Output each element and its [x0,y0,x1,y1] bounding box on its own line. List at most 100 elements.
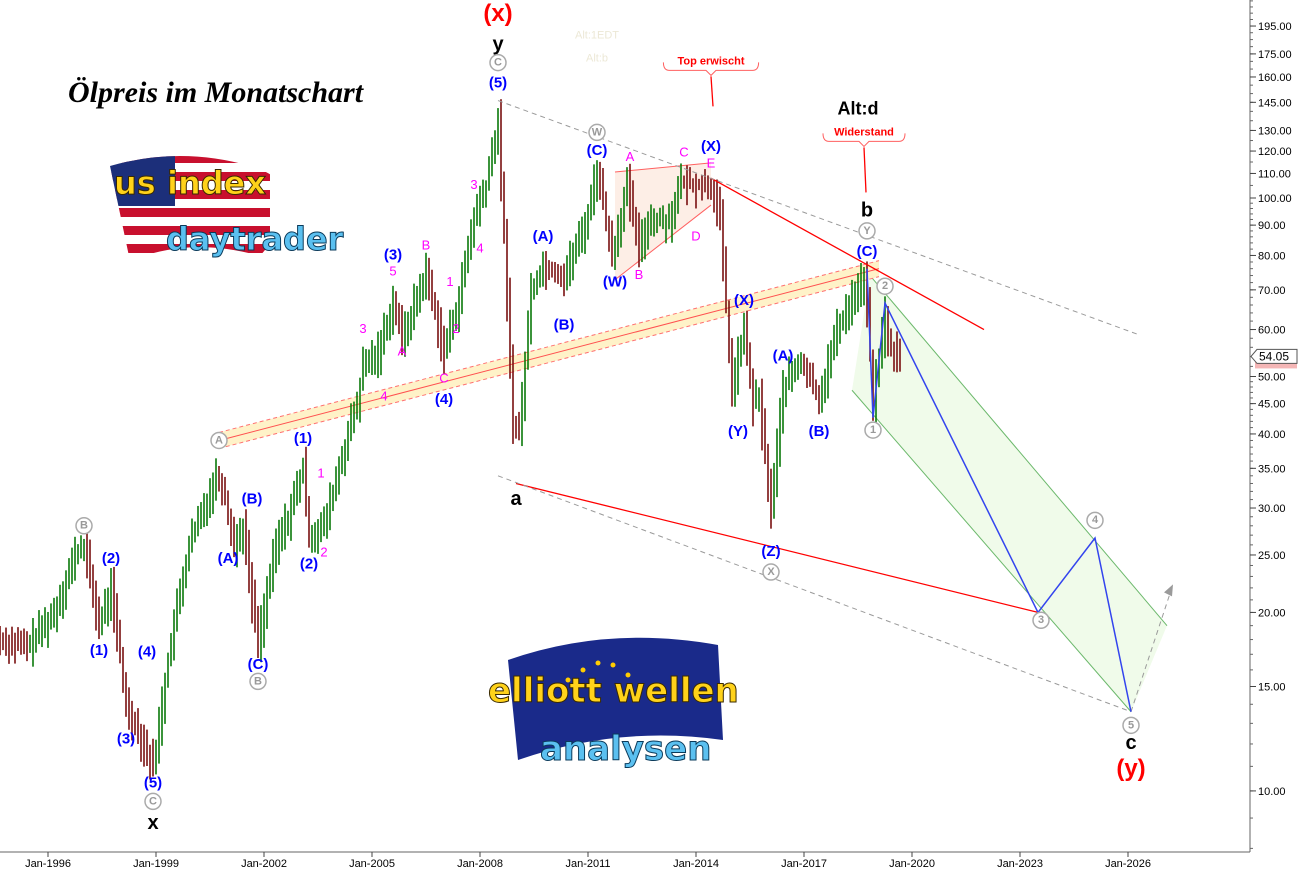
wave-label-text: (3) [384,246,402,263]
wave-label-text: 2 [452,321,459,336]
wave-label: (W) [603,274,627,291]
wave-circle-icon [1032,611,1050,630]
wave-label-text: (5) [489,74,507,91]
wave-label-text: (A) [218,550,239,567]
y-tick-label: 40.00 [1258,429,1286,441]
wave-circle-icon [876,277,894,295]
wave-label-text: (2) [300,555,318,572]
wave-label-text: (y) [1116,755,1145,782]
wave-label-text: A [215,434,223,446]
wave-label: x [147,812,158,834]
wave-label: Y [858,222,876,240]
wave-label: (1) [294,430,312,447]
dashed-upper-line [497,100,1141,336]
dashed-lower-line [497,475,1132,713]
logo-text-line2: daytrader [166,220,344,258]
wave-label: (5) [489,74,507,91]
wave-label: (Y) [728,423,748,440]
price-bars [0,99,901,780]
callout-bracket [662,62,760,77]
wave-label-text: Y [863,225,871,237]
wave-label: E [707,156,716,171]
wave-label-text: C [679,145,688,160]
y-tick-label: 25.00 [1258,550,1286,562]
wave-label: (4) [435,391,453,408]
y-tick-label: 160.00 [1258,72,1292,84]
wave-circle-icon [762,563,780,581]
y-tick-label: 70.00 [1258,285,1286,297]
resistance-line [710,177,985,331]
y-tick-label: 30.00 [1258,503,1286,515]
last-price-tag [1250,348,1298,364]
logo-text-line1: elliott wellen [488,671,739,711]
wave-label-text: (1) [90,642,108,659]
wave-label-text: X [767,566,775,578]
wave-label-text: (B) [242,491,263,508]
elliott-wellen-analysen-logo: elliott wellen analysen [488,630,748,780]
wave-label: (2) [102,550,120,567]
wave-label-text: (C) [587,142,608,159]
wave-label: (X) [701,138,721,155]
wave-label: A [626,149,635,164]
wave-label-text: Top erwischt [677,55,744,67]
wave-label-text: (Z) [761,543,780,560]
wave-label-text: (C) [857,243,878,260]
wave-label-text: 2 [882,280,888,292]
y-tick-label: 90.00 [1258,220,1286,232]
wave-label-text: (C) [248,656,269,673]
wave-label: B [75,517,93,535]
wave-label-text: (X) [701,138,721,155]
wave-label: (y) [1116,755,1145,782]
triangle-upper-line [614,162,712,173]
wave-label: 3 [470,177,477,192]
wave-label: y [492,33,504,55]
wave-label-text: 3 [470,177,477,192]
wave-label-text: (X) [734,292,754,309]
wave-label-text: 3 [1038,614,1044,626]
x-tick-label: Jan-2008 [457,858,503,870]
wave-label-text: a [510,488,522,510]
wave-label: 1 [446,274,453,289]
wave-label-text: Alt:1EDT [575,29,619,41]
wave-label: (A) [533,228,554,245]
wave-label: A [210,431,228,450]
chart-title: Ölpreis im Monatschart [68,76,364,109]
y-tick-label: 195.00 [1258,21,1292,33]
wave-label: C [439,371,448,386]
projection-channel-upper [869,275,1168,626]
wave-label: C [144,792,162,811]
wave-label-text: B [80,520,88,532]
y-tick-label: 130.00 [1258,125,1292,137]
wave-label-text: (5) [144,774,162,791]
wave-label-text: x [147,812,158,834]
wave-label-text: B [254,675,262,687]
wave-label: (2) [300,555,318,572]
wave-label-text: 5 [389,264,396,279]
wave-label: 5 [389,264,396,279]
wave-label: (x) [483,0,512,27]
y-tick-label: 20.00 [1258,607,1286,619]
x-tick-label: Jan-2017 [781,858,827,870]
y-tick-label: 110.00 [1258,168,1291,180]
wave-label: B [635,267,644,282]
wave-label-text: B [635,267,644,282]
callout-bracket [822,133,906,148]
y-tick-label: 60.00 [1258,325,1286,337]
y-tick-label: 100.00 [1258,193,1292,205]
logo-text-line2: analysen [540,729,711,769]
eu-flag-icon: elliott wellen analysen [488,637,739,770]
wave-label: (B) [554,316,575,333]
y-axis-background [1250,0,1299,871]
wave-label: 4 [380,388,387,403]
wave-label: (3) [117,731,135,748]
wave-label: (Z) [761,543,780,560]
projection-channel-fill [852,275,1167,712]
callout-pointer [863,147,867,193]
wave-circle-icon [588,123,606,142]
channel-band-edge [218,276,880,449]
wave-label: W [588,123,606,142]
wave-label: X [762,563,780,581]
callout-pointer [710,76,714,107]
y-tick-label: 175.00 [1258,49,1292,61]
